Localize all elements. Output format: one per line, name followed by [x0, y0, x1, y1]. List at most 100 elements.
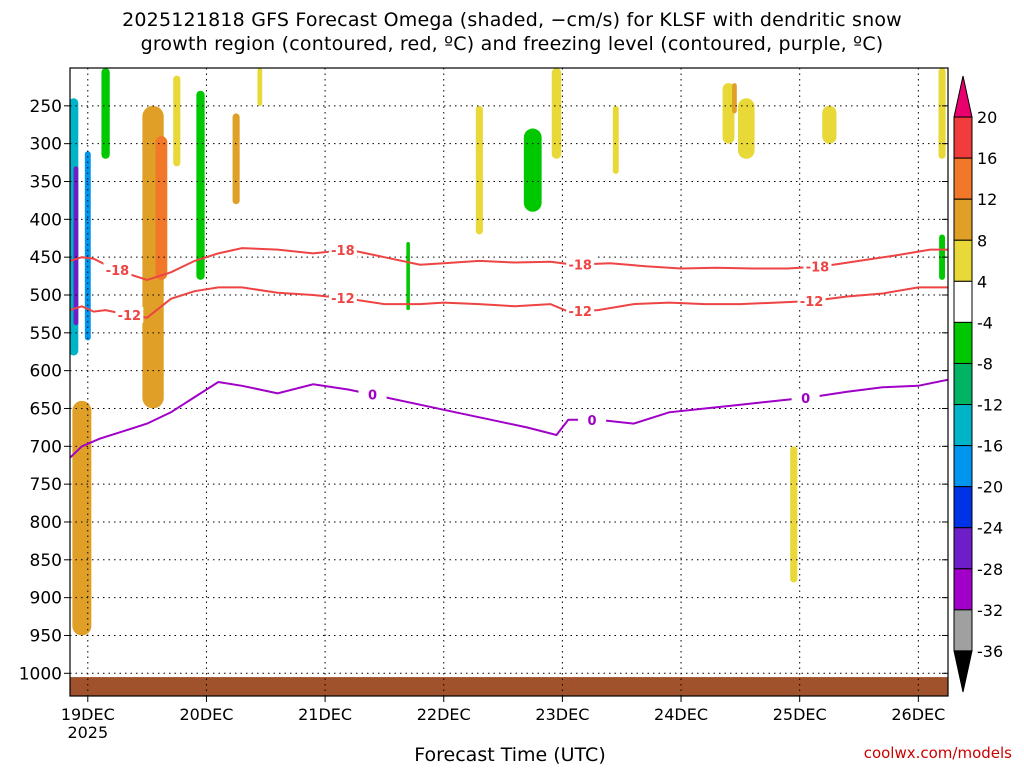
x-tick-label: 21DEC — [298, 705, 352, 724]
contour-label: -12 — [331, 292, 355, 307]
omega-shaded-region — [732, 83, 737, 114]
chart-title-line2: growth region (contoured, red, ºC) and f… — [140, 33, 884, 55]
y-tick-label: 350 — [30, 172, 62, 192]
contour-label-bg — [358, 386, 387, 403]
colorbar-label: -32 — [977, 601, 1003, 620]
y-tick-label: 550 — [30, 324, 62, 344]
colorbar-swatch — [953, 445, 973, 488]
omega-shaded-region — [722, 83, 735, 144]
contour-label-bg — [328, 290, 357, 307]
contour-label: -12 — [568, 305, 592, 320]
omega-shaded-region — [406, 242, 410, 311]
colorbar-swatch — [953, 404, 973, 447]
plot-area: -18 -18 -18 -18 -12 -12 -12 -12 0 0 0 — [70, 68, 948, 696]
surface-terrain — [70, 677, 948, 696]
contour-label-bg — [103, 261, 132, 278]
y-tick-label: 1000 — [19, 664, 62, 684]
colorbar-label: -24 — [977, 519, 1003, 538]
contour-label-bg — [328, 242, 357, 259]
contour-label-bg — [791, 389, 820, 406]
y-tick-label: 300 — [30, 135, 62, 155]
contour-label-bg — [803, 258, 832, 275]
omega-shaded-region — [938, 68, 946, 159]
colorbar-swatch — [953, 75, 973, 118]
contour-label: 0 — [368, 389, 377, 404]
omega-shaded-region — [737, 98, 755, 159]
omega-shaded-region — [73, 166, 79, 326]
contour-line — [70, 286, 948, 319]
omega-shaded-region — [612, 105, 619, 174]
contour-label: -18 — [568, 258, 592, 273]
colorbar-swatch — [953, 650, 973, 693]
colorbar-label: -16 — [977, 437, 1003, 456]
x-tick-label: 23DEC — [535, 705, 589, 724]
y-tick-label: 950 — [30, 626, 62, 646]
x-tick-label: 24DEC — [654, 705, 708, 724]
y-tick-label: 600 — [30, 362, 62, 382]
colorbar-swatch — [953, 239, 973, 282]
x-tick-label: 20DEC — [179, 705, 233, 724]
omega-shaded-region — [196, 90, 205, 280]
colorbar-label: 12 — [977, 190, 997, 209]
omega-shaded-region — [72, 400, 92, 636]
colorbar-label: -20 — [977, 478, 1003, 497]
omega-shaded-region — [475, 105, 483, 235]
contour-label-bg — [797, 293, 826, 310]
contour-line — [70, 247, 948, 281]
y-tick-label: 650 — [30, 399, 62, 419]
colorbar-swatch — [953, 527, 973, 570]
colorbar-label: 16 — [977, 149, 997, 168]
omega-shaded-region — [551, 68, 562, 159]
colorbar-swatch — [953, 198, 973, 241]
omega-shaded-region — [523, 128, 542, 212]
omega-shaded-region — [257, 68, 263, 106]
chart-title-line1: 2025121818 GFS Forecast Omega (shaded, −… — [122, 9, 902, 31]
y-tick-label: 700 — [30, 437, 62, 457]
y-tick-label: 250 — [30, 97, 62, 117]
contour-label-bg — [566, 256, 595, 273]
colorbar-label: -12 — [977, 396, 1003, 415]
contour-label-bg — [566, 303, 595, 320]
colorbar-label: -28 — [977, 560, 1003, 579]
x-tick-label: 19DEC — [61, 705, 115, 724]
omega-shaded-region — [173, 75, 181, 167]
plot-frame — [69, 67, 949, 697]
contour-label: -18 — [106, 264, 130, 279]
contour-label: -12 — [118, 309, 142, 324]
contour-label-bg — [578, 411, 607, 428]
contour-label: -12 — [800, 295, 824, 310]
contour-label: -18 — [331, 244, 355, 259]
y-tick-label: 500 — [30, 286, 62, 306]
colorbar-label: -36 — [977, 642, 1003, 661]
omega-shaded-region — [84, 151, 91, 341]
contour-label: -18 — [806, 261, 830, 276]
colorbar-swatch — [953, 280, 973, 323]
x-tick-label: 25DEC — [773, 705, 827, 724]
colorbar-label: -4 — [977, 313, 993, 332]
colorbar-swatch — [953, 486, 973, 529]
colorbar-label: -8 — [977, 354, 993, 373]
omega-shaded-region — [232, 113, 240, 205]
colorbar-label: 4 — [977, 272, 987, 291]
y-tick-label: 400 — [30, 210, 62, 230]
x-tick-label: 22DEC — [417, 705, 471, 724]
contour-label: 0 — [588, 414, 597, 429]
credit-link[interactable]: coolwx.com/models — [863, 744, 1012, 762]
colorbar-label: 20 — [977, 108, 997, 127]
contour-label: 0 — [801, 392, 810, 407]
omega-shaded-region — [155, 136, 168, 280]
colorbar-swatch — [953, 157, 973, 200]
x-axis-title: Forecast Time (UTC) — [414, 744, 606, 766]
x-tick-label: 26DEC — [891, 705, 945, 724]
colorbar-swatch — [953, 362, 973, 406]
colorbar-label: 8 — [977, 231, 987, 250]
y-tick-label: 900 — [30, 589, 62, 609]
x-tick-sublabel: 2025 — [67, 723, 108, 742]
omega-shaded-region — [822, 105, 837, 144]
contour-line — [70, 378, 948, 459]
contour-label-bg — [115, 306, 144, 323]
colorbar-swatch — [953, 116, 973, 159]
y-tick-label: 850 — [30, 551, 62, 571]
omega-shaded-region — [790, 446, 798, 583]
colorbar-swatch — [953, 609, 973, 652]
